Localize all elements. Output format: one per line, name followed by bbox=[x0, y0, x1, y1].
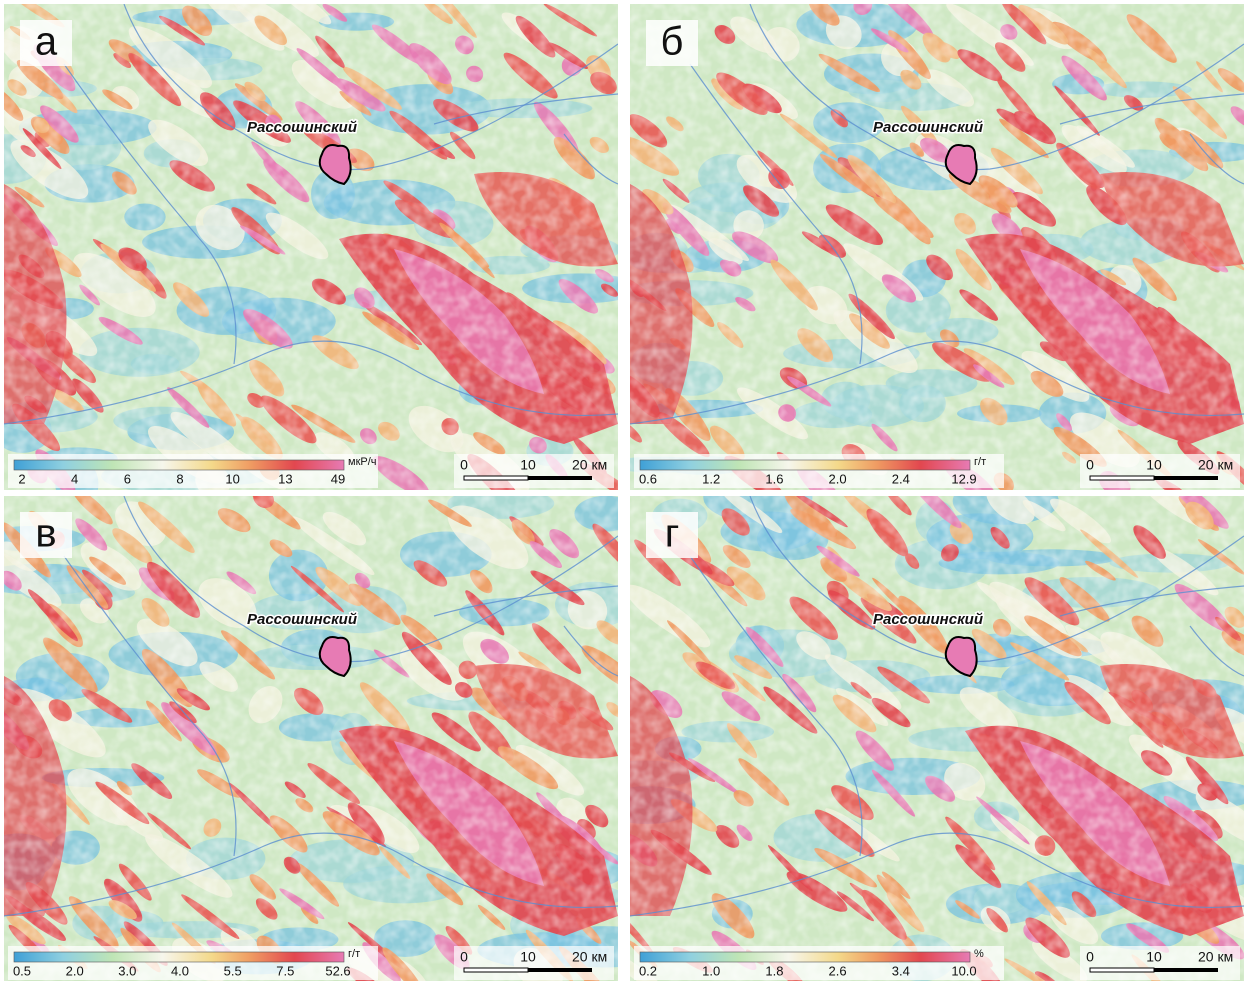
map-panel: Рассошинский б 0.6 1.2 1.6 2.0 2.4 12.9 г/т 0 10 20… bbox=[606, 0, 1247, 517]
color-bar bbox=[14, 952, 344, 962]
color-bar bbox=[14, 460, 344, 470]
scale-label: 20 км bbox=[1198, 949, 1233, 965]
map-panel: Рассошинский г 0.2 1.0 1.8 2.6 3.4 10.0% 0 10 20 к… bbox=[591, 462, 1247, 981]
scale-bar-white bbox=[1090, 968, 1154, 972]
legend-box bbox=[634, 946, 1004, 980]
legend-tick-label: 2.4 bbox=[892, 471, 910, 486]
legend-tick-label: 8 bbox=[176, 471, 183, 486]
legend-unit: % bbox=[974, 948, 984, 960]
color-bar bbox=[640, 952, 970, 962]
legend-tick-label: 10 bbox=[225, 471, 239, 486]
scale-label: 10 bbox=[1146, 457, 1162, 473]
legend-box bbox=[8, 946, 378, 980]
legend-tick-label: 2.0 bbox=[66, 963, 84, 978]
relief-texture bbox=[4, 4, 618, 490]
panel-label: б bbox=[661, 20, 684, 64]
scale-label: 0 bbox=[460, 457, 468, 473]
legend-box bbox=[634, 454, 1004, 488]
scale-label: 0 bbox=[1086, 457, 1094, 473]
legend-tick-label: 2 bbox=[18, 471, 25, 486]
map bbox=[0, 0, 644, 513]
legend-tick-label: 1.2 bbox=[702, 471, 720, 486]
map bbox=[606, 0, 1247, 517]
color-bar bbox=[640, 460, 970, 470]
panel-label: а bbox=[35, 20, 58, 64]
legend-tick-label: 0.5 bbox=[13, 963, 31, 978]
scale-bar-black bbox=[528, 476, 592, 480]
legend-tick-label: 0.2 bbox=[639, 963, 657, 978]
legend-tick-label: 4 bbox=[71, 471, 78, 486]
scale-bar-white bbox=[464, 968, 528, 972]
scale-label: 10 bbox=[520, 457, 536, 473]
legend-tick-label: 49 bbox=[331, 471, 345, 486]
scale-bar-black bbox=[1154, 968, 1218, 972]
legend-tick-label: 4.0 bbox=[171, 963, 189, 978]
legend-unit: мкР/ч bbox=[348, 456, 377, 468]
scale-bar-white bbox=[1090, 476, 1154, 480]
place-name: Рассошинский bbox=[873, 611, 983, 628]
scale-label: 20 км bbox=[572, 457, 607, 473]
map-panel: Рассошинский в 0.5 2.0 3.0 4.0 5.5 7.5 52.6 г/т 0 1… bbox=[0, 484, 670, 981]
legend-box bbox=[8, 454, 378, 488]
legend-unit: г/т bbox=[974, 456, 986, 468]
scale-label: 10 bbox=[1146, 949, 1162, 965]
relief-texture bbox=[630, 4, 1244, 490]
legend-tick-label: 12.9 bbox=[951, 471, 976, 486]
legend-tick-label: 1.8 bbox=[765, 963, 783, 978]
scale-label: 0 bbox=[460, 949, 468, 965]
legend-tick-label: 0.6 bbox=[639, 471, 657, 486]
legend-tick-label: 1.0 bbox=[702, 963, 720, 978]
legend-tick-label: 3.0 bbox=[118, 963, 136, 978]
scale-bar-white bbox=[464, 476, 528, 480]
place-name: Рассошинский bbox=[247, 119, 357, 136]
legend-unit: г/т bbox=[348, 948, 360, 960]
scale-label: 10 bbox=[520, 949, 536, 965]
map bbox=[0, 484, 670, 981]
scale-bar-black bbox=[1154, 476, 1218, 480]
legend-tick-label: 52.6 bbox=[325, 963, 350, 978]
scale-label: 20 км bbox=[1198, 457, 1233, 473]
legend-tick-label: 5.5 bbox=[224, 963, 242, 978]
legend-tick-label: 2.0 bbox=[829, 471, 847, 486]
legend-tick-label: 2.6 bbox=[829, 963, 847, 978]
legend-tick-label: 6 bbox=[124, 471, 131, 486]
legend-tick-label: 1.6 bbox=[765, 471, 783, 486]
scale-bar-black bbox=[528, 968, 592, 972]
legend-tick-label: 10.0 bbox=[951, 963, 976, 978]
panel-label: г bbox=[665, 512, 680, 556]
scale-label: 0 bbox=[1086, 949, 1094, 965]
figure: Рассошинскийа2468101349мкР/ч01020 кмРасс… bbox=[0, 0, 1247, 981]
relief-texture bbox=[630, 496, 1244, 981]
relief-texture bbox=[4, 496, 618, 981]
legend-tick-label: 3.4 bbox=[892, 963, 910, 978]
place-name: Рассошинский bbox=[873, 119, 983, 136]
panel-label: в bbox=[35, 512, 56, 556]
scale-label: 20 км bbox=[572, 949, 607, 965]
legend-tick-label: 13 bbox=[278, 471, 292, 486]
place-name: Рассошинский bbox=[247, 611, 357, 628]
legend-tick-label: 7.5 bbox=[276, 963, 294, 978]
